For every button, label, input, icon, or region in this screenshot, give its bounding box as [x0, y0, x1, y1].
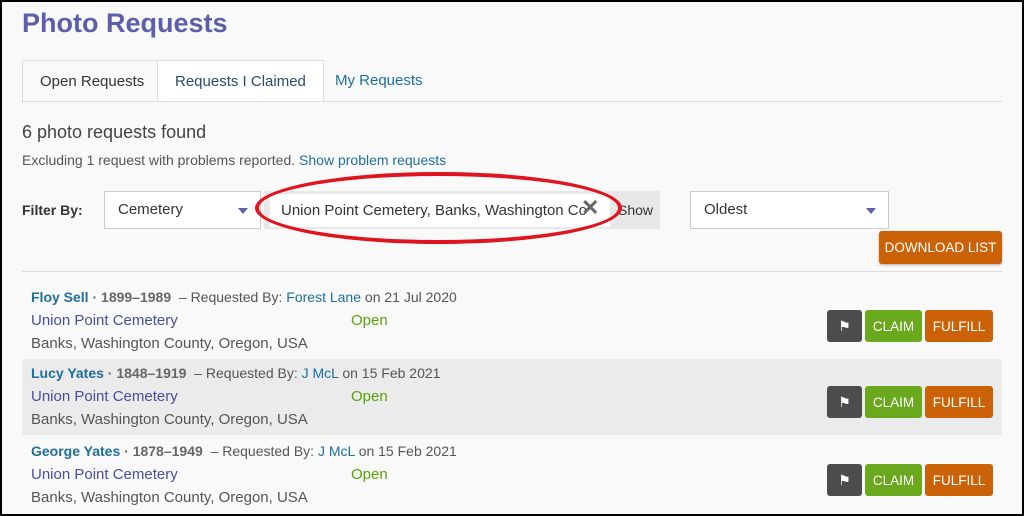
flag-icon: ⚑ [838, 317, 851, 334]
excluded-notice: Excluding 1 request with problems report… [22, 152, 446, 168]
tab-my-requests[interactable]: My Requests [335, 72, 423, 89]
requester-link[interactable]: J McL [317, 443, 355, 459]
cemetery-location: Banks, Washington County, Oregon, USA [31, 335, 308, 352]
sort-select[interactable]: Oldest [690, 191, 889, 229]
status-badge: Open [351, 388, 388, 405]
cemetery-location: Banks, Washington County, Oregon, USA [31, 489, 308, 506]
show-button[interactable]: Show [618, 202, 654, 218]
fulfill-button[interactable]: FULFILL [925, 464, 993, 496]
request-row: Lucy Yates · 1848–1919 – Requested By: J… [22, 359, 1002, 435]
fulfill-button[interactable]: FULFILL [925, 386, 993, 418]
cemetery-location: Banks, Washington County, Oregon, USA [31, 411, 308, 428]
request-header: Floy Sell · 1899–1989 – Requested By: Fo… [31, 289, 457, 305]
tab-requests-i-claimed[interactable]: Requests I Claimed [157, 60, 324, 102]
tab-divider [22, 101, 1002, 102]
request-header: George Yates · 1878–1949 – Requested By:… [31, 443, 457, 459]
years-text: 1848–1919 [116, 365, 187, 381]
report-problem-button[interactable]: ⚑ [827, 310, 862, 342]
requester-link[interactable]: J McL [301, 365, 339, 381]
years-text: 1899–1989 [101, 289, 172, 305]
cemetery-link[interactable]: Union Point Cemetery [31, 388, 178, 405]
request-date: on 21 Jul 2020 [364, 289, 457, 305]
fulfill-button[interactable]: FULFILL [925, 310, 993, 342]
cemetery-link[interactable]: Union Point Cemetery [31, 312, 178, 329]
requested-by-label: – Requested By: [210, 443, 315, 459]
page-title: Photo Requests [22, 8, 228, 38]
filter-label: Filter By: [22, 202, 83, 218]
claim-button[interactable]: CLAIM [865, 464, 922, 496]
memorial-years: · 1848–1919 [103, 365, 187, 381]
cemetery-link[interactable]: Union Point Cemetery [31, 466, 178, 483]
claim-button[interactable]: CLAIM [865, 310, 922, 342]
memorial-name-link[interactable]: Lucy Yates [31, 365, 104, 381]
divider [22, 271, 1002, 272]
annotation-circle [255, 172, 622, 244]
flag-icon: ⚑ [838, 393, 851, 410]
show-problem-requests-link[interactable]: Show problem requests [299, 152, 447, 168]
request-date: on 15 Feb 2021 [342, 365, 441, 381]
requester-link[interactable]: Forest Lane [286, 289, 362, 305]
caret-down-icon [866, 208, 876, 214]
requested-by-label: – Requested By: [194, 365, 298, 381]
filter-type-value: Cemetery [118, 201, 184, 218]
status-badge: Open [351, 466, 388, 483]
request-row: George Yates · 1878–1949 – Requested By:… [22, 437, 1002, 513]
results-count: 6 photo requests found [22, 122, 207, 142]
report-problem-button[interactable]: ⚑ [827, 386, 862, 418]
request-header: Lucy Yates · 1848–1919 – Requested By: J… [31, 365, 440, 381]
memorial-name-link[interactable]: George Yates [31, 443, 121, 459]
years-text: 1878–1949 [132, 443, 203, 459]
filter-type-select[interactable]: Cemetery [104, 191, 261, 229]
memorial-years: · 1899–1989 [88, 289, 172, 305]
download-list-button[interactable]: DOWNLOAD LIST [879, 231, 1002, 264]
excluded-text: Excluding 1 request with problems report… [22, 152, 296, 168]
request-date: on 15 Feb 2021 [358, 443, 457, 459]
caret-down-icon [238, 208, 248, 214]
report-problem-button[interactable]: ⚑ [827, 464, 862, 496]
request-row: Floy Sell · 1899–1989 – Requested By: Fo… [22, 283, 1002, 359]
sort-value: Oldest [704, 201, 748, 218]
memorial-years: · 1878–1949 [120, 443, 203, 459]
tab-open-requests[interactable]: Open Requests [22, 60, 163, 103]
requested-by-label: – Requested By: [178, 289, 283, 305]
flag-icon: ⚑ [838, 471, 851, 488]
claim-button[interactable]: CLAIM [865, 386, 922, 418]
status-badge: Open [351, 312, 388, 329]
memorial-name-link[interactable]: Floy Sell [31, 289, 89, 305]
